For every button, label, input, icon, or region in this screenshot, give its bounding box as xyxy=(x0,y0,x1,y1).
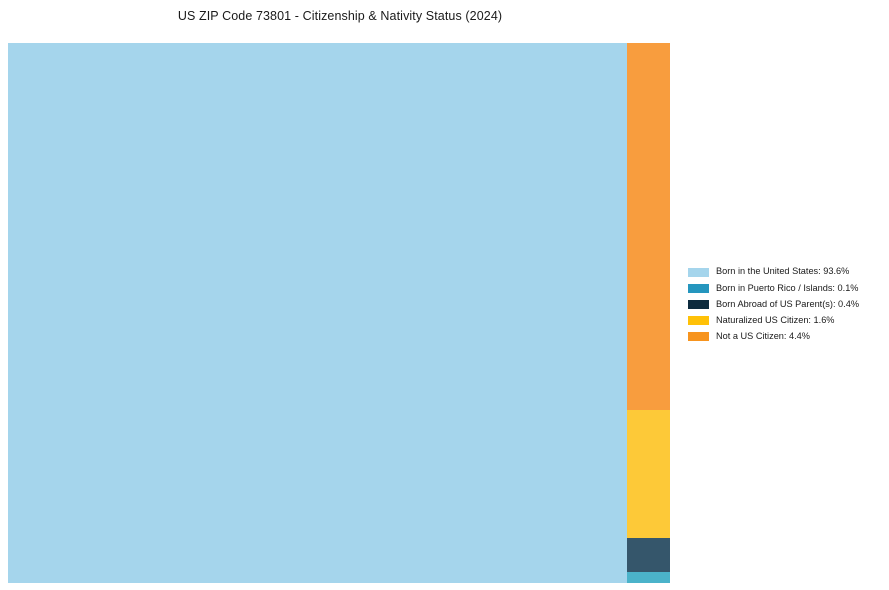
treemap-tile-born-in-the-united-states[interactable]: Born in the United States xyxy=(8,43,627,583)
legend-item-naturalized-us-citizen[interactable]: Naturalized US Citizen: 1.6% xyxy=(688,313,884,329)
treemap-tile-born-in-puerto-rico-islands[interactable]: Born in Puerto Rico / Islands xyxy=(627,572,670,583)
chart-legend: Born in the United States: 93.6% Born in… xyxy=(688,264,884,345)
legend-item-born-abroad-of-us-parents[interactable]: Born Abroad of US Parent(s): 0.4% xyxy=(688,296,884,312)
legend-swatch-icon xyxy=(688,283,709,293)
legend-item-born-in-puerto-rico-islands[interactable]: Born in Puerto Rico / Islands: 0.1% xyxy=(688,280,884,296)
legend-item-label: Born in Puerto Rico / Islands: 0.1% xyxy=(716,282,859,293)
legend-item-label: Not a US Citizen: 4.4% xyxy=(716,331,810,342)
legend-swatch-icon xyxy=(688,332,709,342)
legend-item-born-in-the-united-states[interactable]: Born in the United States: 93.6% xyxy=(688,264,884,280)
legend-item-not-a-us-citizen[interactable]: Not a US Citizen: 4.4% xyxy=(688,329,884,345)
treemap-tile-naturalized-us-citizen[interactable]: Naturalized US Citizen xyxy=(627,410,670,538)
legend-swatch-icon xyxy=(688,267,709,277)
legend-item-label: Born in the United States: 93.6% xyxy=(716,266,850,277)
treemap-tile-born-abroad-of-us-parents[interactable]: Born Abroad of US Parent(s) xyxy=(627,538,670,572)
treemap-plot-area: Born in the United States Not a US Citiz… xyxy=(8,43,670,583)
chart-title: US ZIP Code 73801 - Citizenship & Nativi… xyxy=(177,9,503,23)
legend-item-label: Naturalized US Citizen: 1.6% xyxy=(716,315,835,326)
treemap-tile-not-a-us-citizen[interactable]: Not a US Citizen xyxy=(627,43,670,410)
legend-swatch-icon xyxy=(688,316,709,326)
legend-item-label: Born Abroad of US Parent(s): 0.4% xyxy=(716,298,859,309)
legend-swatch-icon xyxy=(688,299,709,309)
